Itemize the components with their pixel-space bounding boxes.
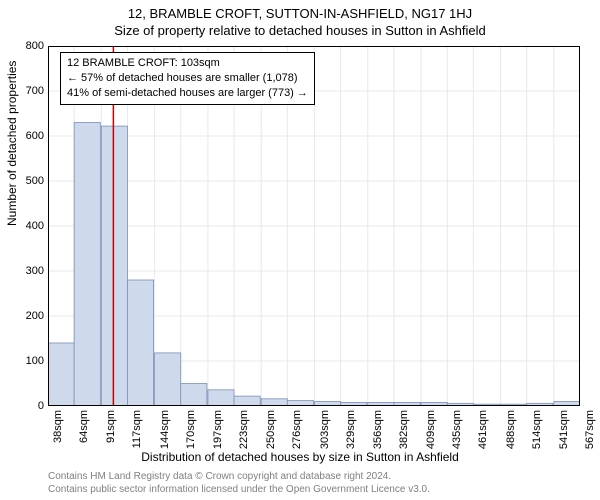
footer-line1: Contains HM Land Registry data © Crown c… xyxy=(48,470,430,483)
x-tick-label: 144sqm xyxy=(159,410,171,452)
x-axis-label: Distribution of detached houses by size … xyxy=(141,450,459,464)
x-tick-label: 250sqm xyxy=(265,410,277,452)
y-tick-label: 400 xyxy=(26,220,44,232)
x-tick-label: 170sqm xyxy=(185,410,197,452)
annotation-line3: 41% of semi-detached houses are larger (… xyxy=(67,86,308,101)
x-tick-label: 409sqm xyxy=(425,410,437,452)
x-tick-label: 38sqm xyxy=(52,410,64,452)
x-tick-label: 461sqm xyxy=(477,410,489,452)
x-tick-label: 276sqm xyxy=(291,410,303,452)
y-tick-label: 200 xyxy=(26,310,44,322)
footer-attribution: Contains HM Land Registry data © Crown c… xyxy=(48,470,430,496)
x-tick-label: 117sqm xyxy=(131,410,143,452)
x-tick-label: 91sqm xyxy=(105,410,117,452)
annotation-line1: 12 BRAMBLE CROFT: 103sqm xyxy=(67,56,308,71)
y-axis-label: Number of detached properties xyxy=(5,61,19,226)
annotation-box: 12 BRAMBLE CROFT: 103sqm ← 57% of detach… xyxy=(60,52,315,105)
annotation-line2: ← 57% of detached houses are smaller (1,… xyxy=(67,71,308,86)
x-tick-label: 514sqm xyxy=(531,410,543,452)
title-main: 12, BRAMBLE CROFT, SUTTON-IN-ASHFIELD, N… xyxy=(0,0,600,21)
y-tick-label: 500 xyxy=(26,175,44,187)
x-tick-label: 488sqm xyxy=(505,410,517,452)
title-sub: Size of property relative to detached ho… xyxy=(0,21,600,38)
x-tick-label: 356sqm xyxy=(372,410,384,452)
x-tick-label: 541sqm xyxy=(558,410,570,452)
x-tick-label: 329sqm xyxy=(345,410,357,452)
chart-area: 12 BRAMBLE CROFT: 103sqm ← 57% of detach… xyxy=(48,46,580,406)
x-tick-label: 64sqm xyxy=(78,410,90,452)
y-tick-label: 600 xyxy=(26,130,44,142)
y-tick-label: 100 xyxy=(26,355,44,367)
x-tick-label: 303sqm xyxy=(319,410,331,452)
y-tick-label: 800 xyxy=(26,40,44,52)
y-tick-label: 700 xyxy=(26,85,44,97)
x-tick-label: 567sqm xyxy=(584,410,596,452)
y-tick-label: 300 xyxy=(26,265,44,277)
footer-line2: Contains public sector information licen… xyxy=(48,483,430,496)
x-tick-label: 223sqm xyxy=(238,410,250,452)
y-tick-label: 0 xyxy=(38,400,44,412)
x-tick-label: 435sqm xyxy=(451,410,463,452)
x-tick-label: 197sqm xyxy=(212,410,224,452)
x-tick-label: 382sqm xyxy=(398,410,410,452)
